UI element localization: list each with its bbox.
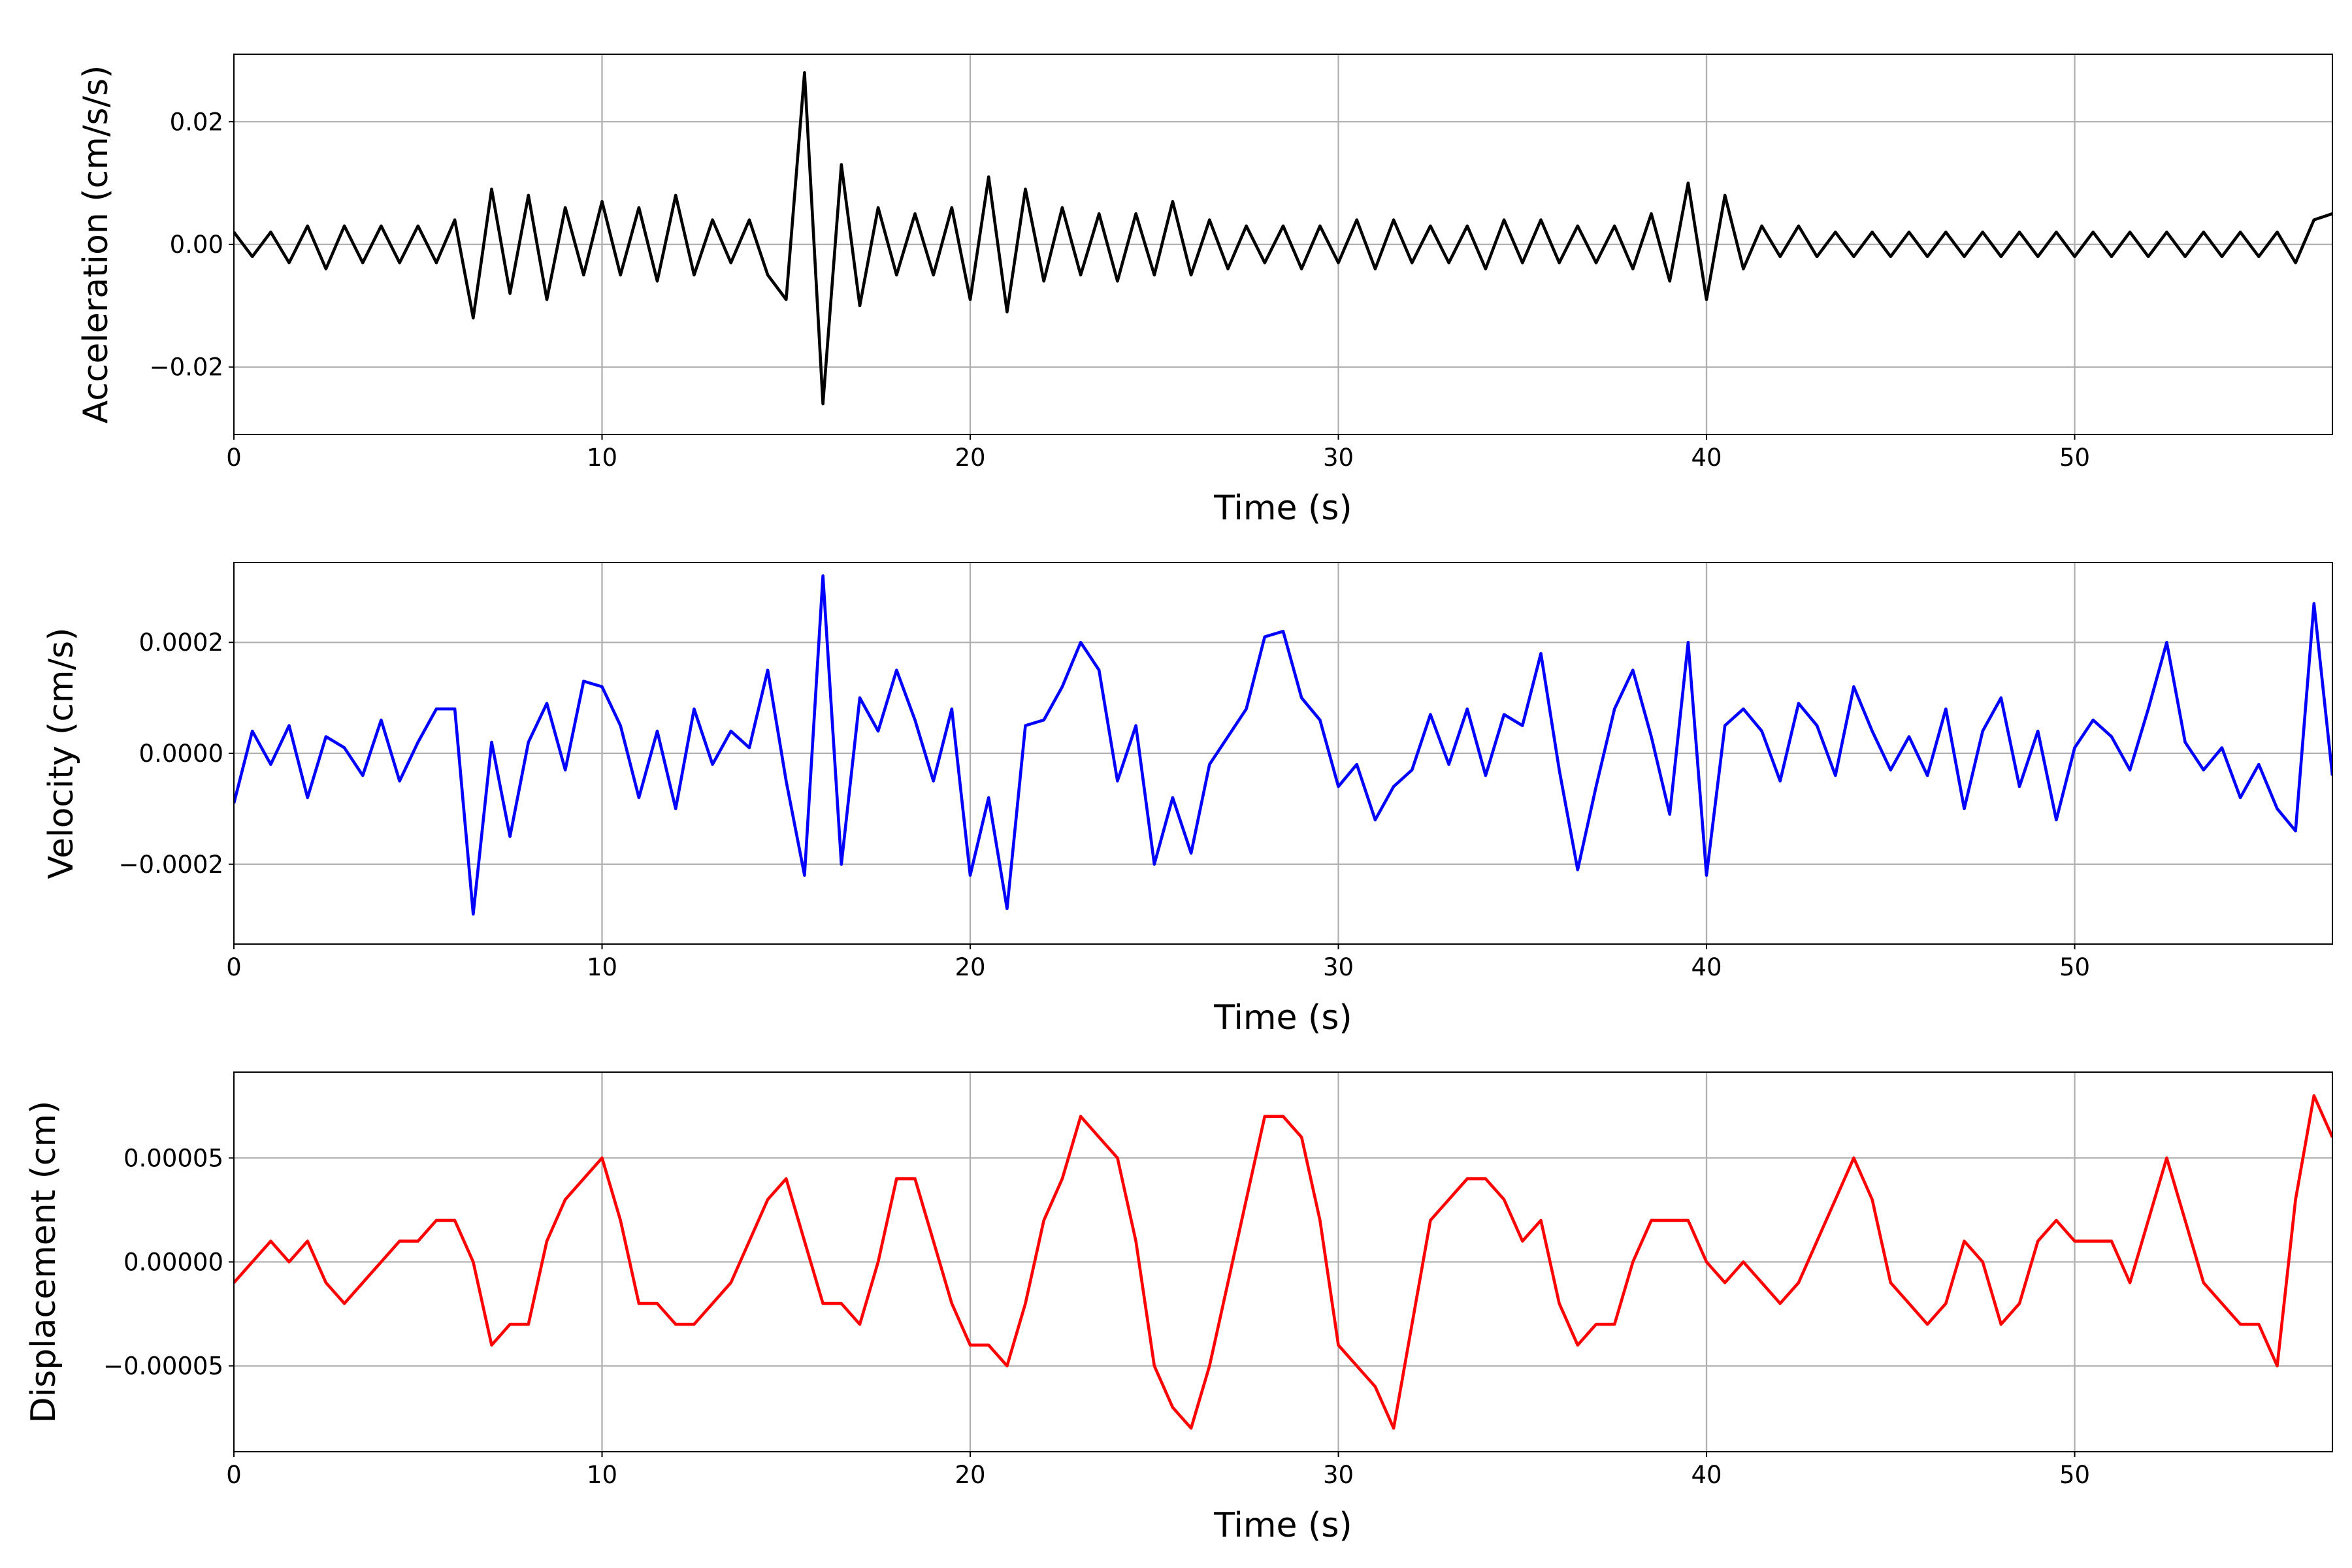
signal-line xyxy=(234,71,2332,406)
x-tick-label: 20 xyxy=(955,953,985,981)
x-tick-label: 40 xyxy=(1691,1461,1722,1489)
axes-frame xyxy=(233,562,2333,945)
x-tick-label: 10 xyxy=(587,1461,617,1489)
x-tick-label: 30 xyxy=(1323,953,1354,981)
signal-line xyxy=(234,1094,2332,1430)
x-axis-label: Time (s) xyxy=(1213,1506,1352,1545)
x-tick-label: 0 xyxy=(226,953,242,981)
x-tick-label: 50 xyxy=(2059,1461,2090,1489)
axes-frame xyxy=(233,54,2333,435)
y-tick-label: −0.00005 xyxy=(103,1352,223,1380)
y-tick-label: 0.0002 xyxy=(139,629,223,657)
x-tick-label: 20 xyxy=(955,1461,985,1489)
x-tick-label: 30 xyxy=(1323,444,1354,472)
x-tick-label: 40 xyxy=(1691,953,1722,981)
y-axis-label: Acceleration (cm/s/s) xyxy=(76,65,116,424)
y-tick-label: 0.00 xyxy=(170,231,223,259)
y-tick-label: 0.02 xyxy=(170,108,223,136)
y-tick-label: 0.00005 xyxy=(123,1144,223,1172)
y-tick-label: 0.00000 xyxy=(123,1249,223,1277)
x-tick-label: 0 xyxy=(226,444,242,472)
x-tick-label: 20 xyxy=(955,444,985,472)
x-axis-label: Time (s) xyxy=(1213,998,1352,1037)
x-tick-label: 30 xyxy=(1323,1461,1354,1489)
y-tick-label: −0.0002 xyxy=(119,851,223,879)
y-axis-label: Velocity (cm/s) xyxy=(42,628,81,879)
x-tick-label: 50 xyxy=(2059,953,2090,981)
y-tick-label: −0.02 xyxy=(150,353,223,382)
x-axis-label: Time (s) xyxy=(1213,489,1352,528)
x-tick-label: 10 xyxy=(587,953,617,981)
axes-frame xyxy=(233,1071,2333,1452)
x-tick-label: 0 xyxy=(226,1461,242,1489)
signal-line xyxy=(234,574,2332,916)
x-tick-label: 40 xyxy=(1691,444,1722,472)
y-tick-label: 0.0000 xyxy=(139,740,223,768)
x-tick-label: 50 xyxy=(2059,444,2090,472)
x-tick-label: 10 xyxy=(587,444,617,472)
y-axis-label: Displacement (cm) xyxy=(24,1101,63,1424)
